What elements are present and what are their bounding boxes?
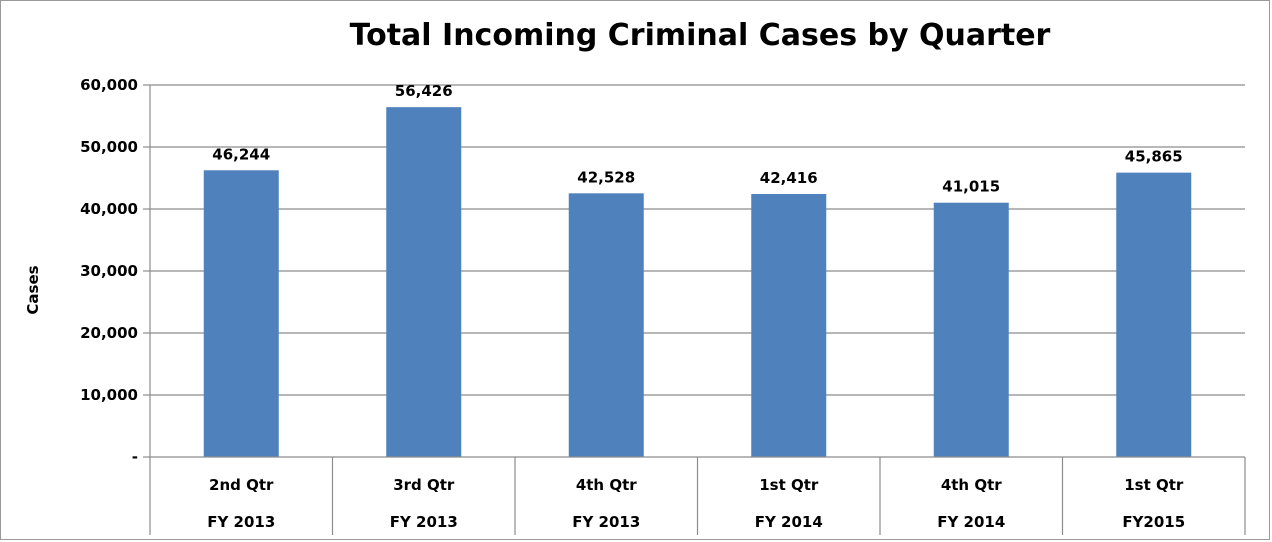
bar [203,170,279,457]
bar [751,194,827,457]
bars [203,107,1192,457]
y-tick-label: 20,000 [80,324,138,342]
x-tick-label-fiscal-year: FY 2013 [207,513,275,531]
y-tick-label: 30,000 [80,262,138,280]
y-axis-ticks: - 10,000 20,000 30,000 40,000 50,000 60,000 [80,76,151,466]
x-tick-label-fiscal-year: FY2015 [1122,513,1185,531]
y-tick-label: 50,000 [80,138,138,156]
x-tick-label-quarter: 1st Qtr [759,476,819,494]
data-label: 46,244 [212,145,270,163]
x-tick-label-fiscal-year: FY 2014 [755,513,823,531]
data-label: 56,426 [395,82,453,100]
x-tick-label-fiscal-year: FY 2013 [390,513,458,531]
x-tick-label-quarter: 2nd Qtr [209,476,274,494]
chart-title: Total Incoming Criminal Cases by Quarter [349,18,1051,53]
bar [386,107,462,457]
y-tick-label: 60,000 [80,76,138,94]
data-label: 45,865 [1125,148,1183,166]
x-tick-label-fiscal-year: FY 2014 [937,513,1005,531]
y-tick-label: 10,000 [80,386,138,404]
data-label: 42,528 [577,168,635,186]
data-label: 42,416 [760,169,818,187]
x-tick-label-quarter: 4th Qtr [576,476,637,494]
x-axis: 2nd Qtr FY 2013 3rd Qtr FY 2013 4th Qtr FY 20… [149,456,1246,535]
bar [1116,172,1192,457]
x-tick-label-quarter: 1st Qtr [1124,476,1184,494]
x-tick-label-fiscal-year: FY 2013 [572,513,640,531]
y-axis-label: Cases [24,265,42,314]
x-tick-label-quarter: 3rd Qtr [393,476,455,494]
bar [933,202,1009,457]
gridlines [150,84,1245,396]
y-tick-label: - [132,448,138,466]
data-labels: 46,244 56,426 42,528 42,416 41,015 45,865 [212,82,1182,196]
y-tick-label: 40,000 [80,200,138,218]
data-label: 41,015 [942,178,1000,196]
bar [568,193,644,457]
x-tick-label-quarter: 4th Qtr [941,476,1002,494]
